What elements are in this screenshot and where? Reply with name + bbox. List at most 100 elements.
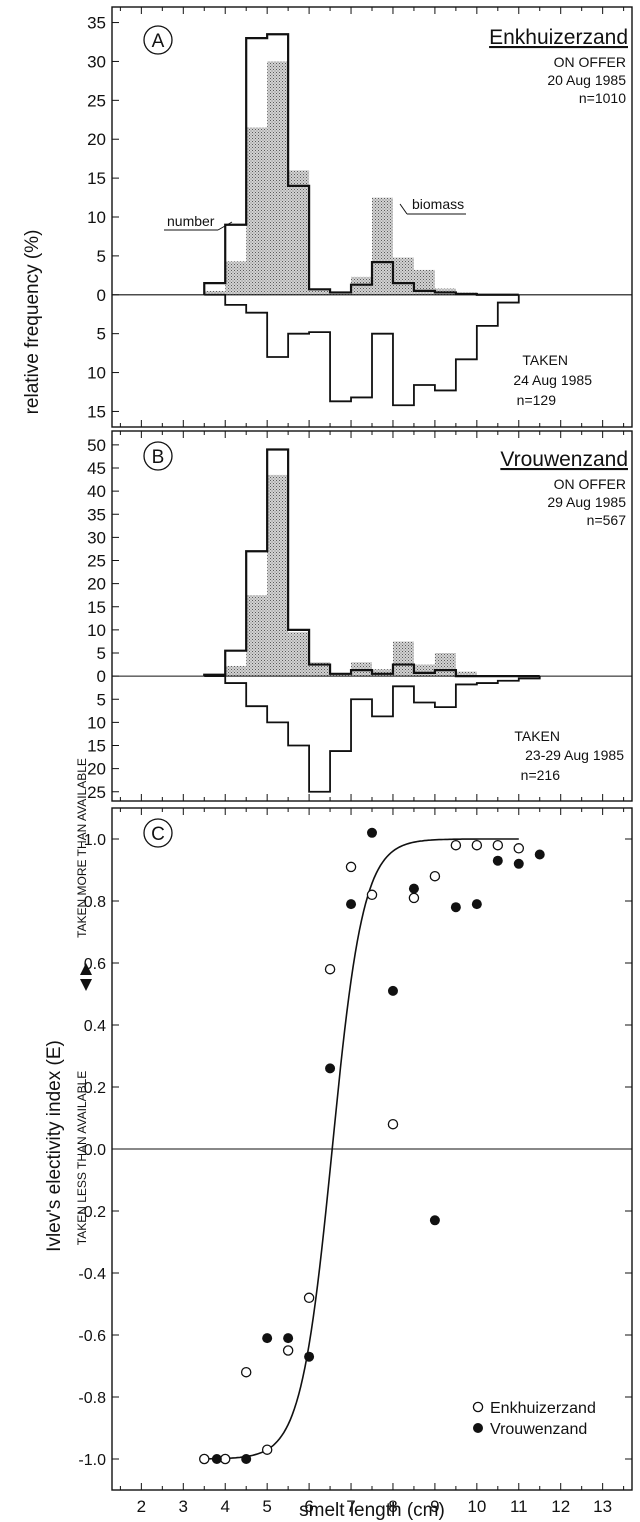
- y-tick-label: -0.8: [78, 1390, 106, 1407]
- panel-b-site-name: Vrouwenzand: [500, 448, 628, 471]
- biomass-bar: [455, 671, 477, 677]
- data-point-enkhuizerzand: [303, 1292, 315, 1304]
- panel-a-taken-n: n=129: [517, 392, 557, 408]
- data-point-enkhuizerzand: [471, 839, 483, 851]
- data-point-vrouwenzand: [241, 1454, 252, 1464]
- taken-step-line: [204, 293, 520, 407]
- panel-c-ylabel-upper: TAKEN MORE THAN AVAILABLE: [75, 758, 89, 938]
- x-tick-label: 4: [220, 1497, 229, 1516]
- y-tick-label: 25: [87, 91, 106, 110]
- biomass-bar: [288, 170, 310, 295]
- panel-c-legend: Enkhuizerzand Vrouwenzand: [472, 1400, 596, 1438]
- biomass-bar: [413, 269, 435, 295]
- legend-vrouwenzand: Vrouwenzand: [490, 1421, 587, 1438]
- y-tick-label: 15: [87, 737, 106, 756]
- data-point-enkhuizerzand: [450, 839, 462, 851]
- panel-b-taken-date: 23-29 Aug 1985: [525, 747, 624, 763]
- data-point-vrouwenzand: [325, 1063, 336, 1074]
- biomass-bar: [288, 632, 310, 677]
- y-tick-label: 35: [87, 505, 106, 524]
- biomass-bar: [309, 662, 331, 677]
- data-point-vrouwenzand: [283, 1333, 294, 1344]
- data-point-vrouwenzand: [304, 1351, 315, 1362]
- y-tick-label: 0.4: [84, 1018, 106, 1035]
- data-point-enkhuizerzand: [366, 889, 378, 901]
- y-tick-label: 0: [97, 667, 106, 686]
- data-point-enkhuizerzand: [240, 1366, 252, 1378]
- data-point-vrouwenzand: [429, 1215, 440, 1226]
- y-tick-label: 0: [97, 286, 106, 305]
- x-tick-label: 5: [262, 1497, 271, 1516]
- data-point-vrouwenzand: [346, 899, 357, 910]
- x-tick-label: 2: [137, 1497, 146, 1516]
- y-tick-label: 25: [87, 783, 106, 802]
- x-tick-label: 9: [430, 1497, 439, 1516]
- y-tick-label: 20: [87, 130, 106, 149]
- panel-c-ylabel-lower: TAKEN LESS THAN AVAILABLE: [75, 1071, 89, 1246]
- y-tick-label: 5: [97, 247, 106, 266]
- number-on-offer-step-line: [203, 448, 540, 678]
- panel-c-electivity-scatter: 2 3 4 5 6 7 8 9 10 11 12 13 1.0 0.8 0.6 0.4 0.2 0.0 -0.2 -0…: [44, 758, 633, 1521]
- panel-a-site-name: Enkhuizerzand: [489, 26, 628, 49]
- y-tick-label: 30: [87, 528, 106, 547]
- legend-filled-marker: [473, 1423, 483, 1433]
- y-tick-label: 40: [87, 482, 106, 501]
- panel-c-xlabel: smelt length (cm): [299, 1500, 445, 1521]
- biomass-bar: [225, 665, 247, 677]
- biomass-bar: [351, 276, 372, 295]
- biomass-bar: [225, 261, 247, 295]
- panel-a-offer-date: 20 Aug 1985: [547, 72, 626, 88]
- panel-c-letter: C: [151, 824, 165, 845]
- y-tick-label: 20: [87, 760, 106, 779]
- biomass-bar: [413, 664, 435, 677]
- number-annotation: number: [164, 213, 233, 231]
- legend-open-marker: [472, 1401, 484, 1413]
- data-point-vrouwenzand: [450, 902, 461, 913]
- x-tick-label: 12: [551, 1497, 570, 1516]
- y-tick-label: 30: [87, 52, 106, 71]
- y-tick-label: 10: [87, 621, 106, 640]
- panel-a-letter: A: [152, 31, 165, 52]
- data-point-enkhuizerzand: [345, 861, 357, 873]
- panel-b-letter: B: [152, 447, 165, 468]
- number-label: number: [167, 213, 215, 229]
- x-tick-label: 7: [346, 1497, 355, 1516]
- data-point-enkhuizerzand: [492, 839, 504, 851]
- y-tick-label: 5: [97, 644, 106, 663]
- x-tick-label: 6: [304, 1497, 313, 1516]
- y-tick-label: 15: [87, 402, 106, 421]
- biomass-label: biomass: [412, 196, 464, 212]
- data-point-vrouwenzand: [534, 849, 545, 860]
- data-point-vrouwenzand: [513, 858, 524, 869]
- legend-enkhuizerzand: Enkhuizerzand: [490, 1400, 596, 1417]
- y-tick-label: 15: [87, 169, 106, 188]
- data-point-enkhuizerzand: [261, 1444, 273, 1455]
- panel-a-taken-title: TAKEN: [522, 352, 568, 368]
- y-tick-label: 45: [87, 459, 106, 478]
- x-tick-label: 8: [388, 1497, 397, 1516]
- data-point-enkhuizerzand: [282, 1345, 294, 1356]
- panel-b-offer-n: n=567: [587, 512, 627, 528]
- y-tick-label: 0.2: [84, 1080, 106, 1097]
- fitted-electivity-curve: [208, 838, 519, 1460]
- data-point-enkhuizerzand: [513, 843, 525, 854]
- ylabel-relative-frequency: relative frequency (%): [22, 230, 43, 415]
- panel-a-letter-badge: A: [143, 25, 173, 55]
- panel-c-letter-badge: C: [143, 818, 173, 848]
- biomass-bar: [392, 257, 414, 295]
- panel-c-ylabel: Ivlev's electivity index (E): [44, 1040, 65, 1252]
- y-tick-label: 0.6: [84, 956, 106, 973]
- y-tick-label: 20: [87, 575, 106, 594]
- data-point-vrouwenzand: [387, 985, 398, 996]
- data-point-enkhuizerzand: [387, 1118, 399, 1130]
- y-tick-label: -0.2: [78, 1204, 106, 1221]
- biomass-bar: [330, 292, 352, 295]
- biomass-bar: [434, 653, 456, 677]
- x-tick-label: 11: [510, 1497, 528, 1516]
- y-tick-label: 10: [87, 208, 106, 227]
- data-point-enkhuizerzand: [199, 1453, 210, 1465]
- data-point-vrouwenzand: [262, 1333, 273, 1344]
- y-tick-label: 0.8: [84, 894, 106, 911]
- data-point-enkhuizerzand: [219, 1453, 231, 1465]
